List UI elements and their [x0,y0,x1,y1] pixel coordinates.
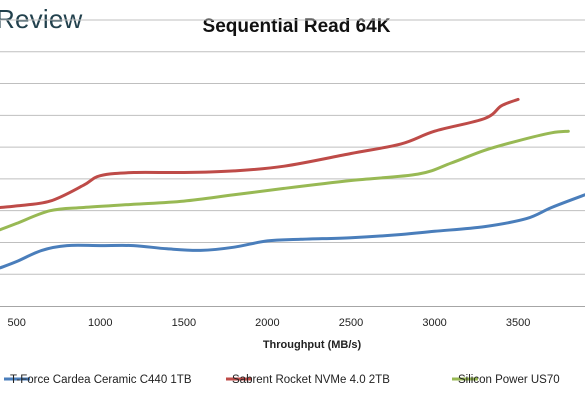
x-tick-label: 1000 [88,317,112,329]
grid-lines [0,19,585,307]
legend-label-2: Sabrent Rocket NVMe 4.0 2TB [232,374,390,386]
x-tick-label: 2500 [339,317,363,329]
x-tick-label: 2000 [255,317,279,329]
x-tick-label: 3000 [422,317,446,329]
x-tick-label: 500 [8,317,26,329]
x-tick-label: 1500 [172,317,196,329]
x-axis-ticks: 500 1000 1500 2000 2500 3000 3500 [8,317,531,329]
x-axis-label: Throughput (MB/s) [263,339,362,351]
series-line-2 [0,97,520,209]
series-lines [0,97,585,270]
legend-label-1: T-Force Cardea Ceramic C440 1TB [10,374,192,386]
x-tick-label: 3500 [506,317,530,329]
series-line-3 [0,129,570,232]
legend-label-3: Silicon Power US70 [458,374,560,386]
series-line-1 [0,193,585,270]
brand-logo: Review [0,4,83,34]
legend: T-Force Cardea Ceramic C440 1TB Sabrent R… [4,374,560,386]
chart-title: Sequential Read 64K [202,16,391,37]
